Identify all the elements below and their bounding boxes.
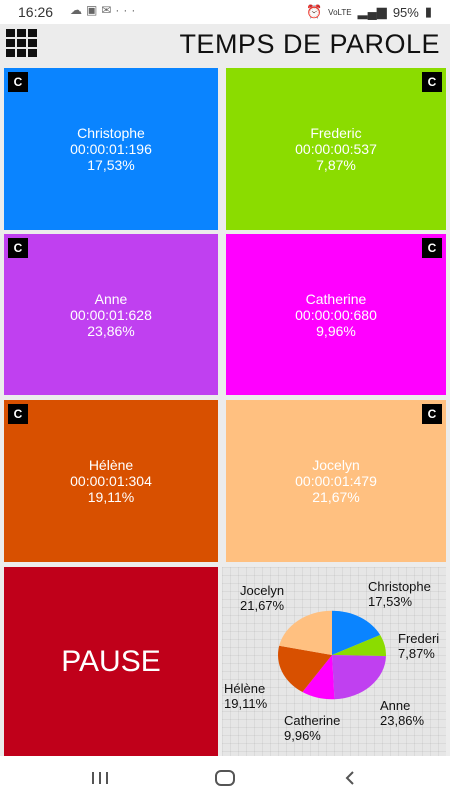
pie-chart-panel: Christophe 17,53% Frederi 7,87% Anne 23,86% Ca… bbox=[222, 567, 446, 756]
speaker-name: Christophe bbox=[77, 125, 145, 141]
reset-button-helene[interactable]: C bbox=[8, 404, 28, 424]
app-header: TEMPS DE PAROLE bbox=[0, 24, 450, 64]
recent-apps-icon[interactable] bbox=[80, 764, 120, 792]
speaker-tile-catherine[interactable]: C Catherine 00:00:00:680 9,96% bbox=[226, 234, 446, 395]
speaker-name: Frederic bbox=[310, 125, 362, 141]
reset-button-frederic[interactable]: C bbox=[422, 72, 442, 92]
speaker-tile-helene[interactable]: C Hélène 00:00:01:304 19,11% bbox=[4, 400, 218, 562]
pie-label-value: 21,67% bbox=[240, 598, 285, 613]
speaker-time: 00:00:01:304 bbox=[70, 473, 152, 489]
speaker-tile-jocelyn[interactable]: C Jocelyn 00:00:01:479 21,67% bbox=[226, 400, 446, 562]
main-area: C Christophe 00:00:01:196 17,53% C Frede… bbox=[0, 64, 450, 756]
speaker-name: Anne bbox=[94, 290, 128, 307]
cloud-icon: ☁ bbox=[70, 3, 86, 17]
pie-label-value: 9,96% bbox=[284, 728, 321, 743]
reset-button-christophe[interactable]: C bbox=[8, 72, 28, 92]
gallery-icon: ▣ bbox=[86, 3, 102, 17]
pie-label-value: 23,86% bbox=[380, 713, 425, 728]
speaker-time: 00:00:00:680 bbox=[295, 306, 377, 323]
pause-button[interactable]: PAUSE bbox=[4, 567, 218, 756]
speaker-percent: 9,96% bbox=[316, 322, 356, 339]
pie-label-name: Hélène bbox=[224, 681, 265, 696]
status-notification-icons: ☁▣✉··· bbox=[70, 3, 139, 17]
alarm-icon: ⏰ bbox=[305, 4, 323, 19]
speaker-percent: 7,87% bbox=[316, 157, 356, 173]
pie-label-value: 19,11% bbox=[224, 696, 268, 711]
pie-label-name: Jocelyn bbox=[240, 583, 284, 598]
speaker-time: 00:00:01:479 bbox=[295, 473, 377, 489]
signal-icon: ▂▄▆ bbox=[357, 4, 387, 19]
pie-slice-frederic bbox=[332, 634, 386, 657]
network-label: VoLTE bbox=[328, 7, 352, 17]
status-right: ⏰ VoLTE ▂▄▆ 95% ▮ bbox=[306, 4, 432, 20]
battery-text: 95% bbox=[392, 4, 419, 20]
page-title: TEMPS DE PAROLE bbox=[179, 29, 440, 59]
speaker-name: Catherine bbox=[305, 290, 367, 307]
speaker-percent: 17,53% bbox=[87, 157, 135, 173]
speaker-time: 00:00:01:196 bbox=[70, 141, 152, 157]
speaker-time: 00:00:00:537 bbox=[295, 141, 377, 157]
pie-label-value: 17,53% bbox=[368, 594, 413, 609]
speaker-tile-christophe[interactable]: C Christophe 00:00:01:196 17,53% bbox=[4, 68, 218, 230]
pie-slice-christophe bbox=[332, 610, 381, 655]
pie-slice-catherine bbox=[302, 655, 335, 700]
more-icon: ··· bbox=[115, 3, 140, 17]
status-time: 16:26 bbox=[18, 4, 54, 20]
speaker-name: Hélène bbox=[88, 457, 134, 473]
mail-icon: ✉ bbox=[101, 3, 116, 17]
pie-label-value: 7,87% bbox=[398, 646, 435, 661]
back-icon[interactable] bbox=[330, 764, 370, 792]
battery-icon: ▮ bbox=[424, 4, 432, 19]
pie-slice-anne bbox=[332, 655, 386, 700]
reset-button-catherine[interactable]: C bbox=[422, 238, 442, 258]
speaker-percent: 19,11% bbox=[87, 489, 135, 505]
menu-grid-icon[interactable] bbox=[6, 29, 38, 59]
pie-label-name: Catherine bbox=[284, 713, 340, 728]
pie-slice-hélène bbox=[278, 645, 332, 693]
pie-label-name: Christophe bbox=[368, 579, 431, 594]
home-icon[interactable] bbox=[205, 764, 245, 792]
status-bar: 16:26 ☁▣✉··· ⏰ VoLTE ▂▄▆ 95% ▮ bbox=[0, 0, 450, 24]
reset-button-anne[interactable]: C bbox=[8, 238, 28, 258]
pie-label-name: Anne bbox=[380, 698, 410, 713]
speaker-tile-anne[interactable]: C Anne 00:00:01:628 23,86% bbox=[4, 234, 218, 395]
pie-slice-jocelyn bbox=[279, 610, 332, 655]
speaker-time: 00:00:01:628 bbox=[70, 306, 152, 323]
speaker-percent: 21,67% bbox=[312, 489, 360, 505]
reset-button-jocelyn[interactable]: C bbox=[422, 404, 442, 424]
speaker-name: Jocelyn bbox=[312, 457, 360, 473]
pie-label-name: Frederi bbox=[398, 631, 439, 646]
system-navbar bbox=[0, 756, 450, 800]
speaker-tile-frederic[interactable]: C Frederic 00:00:00:537 7,87% bbox=[226, 68, 446, 230]
speaker-percent: 23,86% bbox=[87, 322, 135, 339]
